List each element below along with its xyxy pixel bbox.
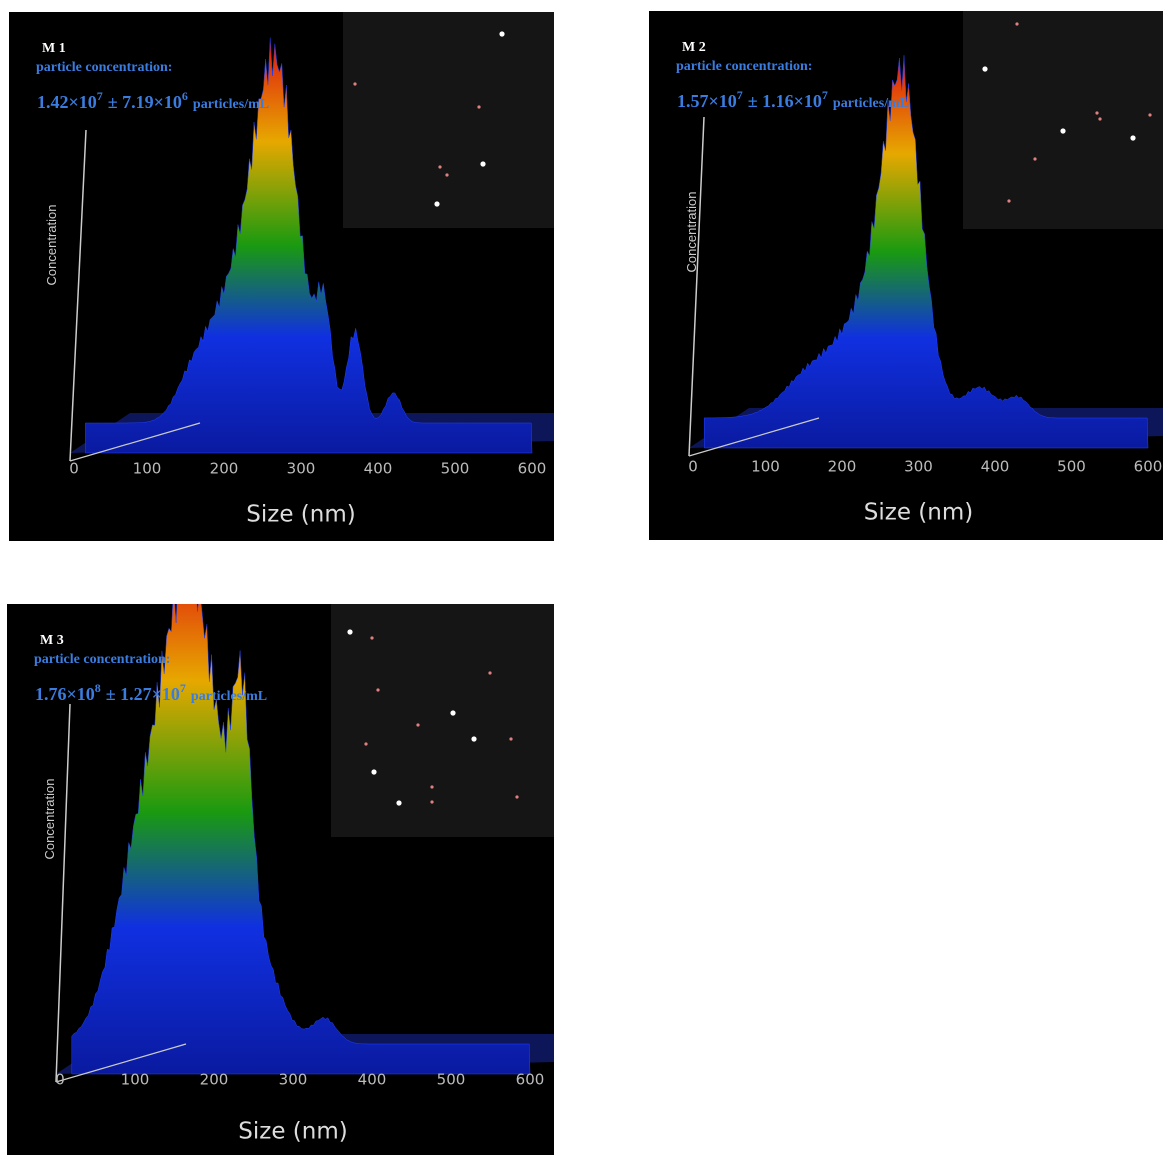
x-axis-label: Size (nm) (246, 502, 355, 528)
x-tick-label: 400 (358, 1071, 387, 1089)
particle (1095, 111, 1098, 114)
x-tick-label: 400 (981, 458, 1010, 476)
x-tick-label: 600 (1134, 458, 1163, 476)
x-tick-label: 500 (441, 460, 470, 478)
particle (1148, 113, 1151, 116)
value-part: 1.76×10 (35, 684, 95, 704)
y-axis-label: Concentration (42, 779, 57, 860)
particle (416, 723, 419, 726)
panel: M 3 particle concentration: 1.76×108 ± 1.27… (7, 604, 554, 1155)
concentration: 1.57×107± 1.16×107particles/mL (677, 88, 909, 111)
exponent: 7 (97, 89, 103, 103)
x-tick-label: 200 (200, 1071, 229, 1089)
panel: M 1 particle concentration: 1.42×107 ± 7.19… (9, 12, 554, 541)
particle (396, 800, 401, 805)
x-tick-label: 300 (287, 460, 316, 478)
x-tick-label: 300 (904, 458, 933, 476)
particle (1098, 117, 1101, 120)
particle (364, 742, 367, 745)
panel-label: M 1 (42, 41, 66, 56)
value-part: particles/mL (833, 96, 909, 111)
particle (434, 201, 439, 206)
value-part: 1.42×10 (37, 92, 97, 112)
nta-plot: M 3 particle concentration: 1.76×108 ± 1.27… (7, 604, 554, 1155)
page: M 1particle concentration:1.42×107± 7.19… (0, 0, 1163, 1155)
particle (376, 688, 379, 691)
x-tick-label: 500 (1057, 458, 1086, 476)
x-axis-label: Size (nm) (864, 500, 973, 526)
particle (347, 629, 352, 634)
particle (488, 671, 491, 674)
particle (499, 31, 504, 36)
heading: particle concentration: (676, 59, 812, 74)
particle (1033, 157, 1036, 160)
y-axis (689, 117, 704, 456)
concentration: 1.76×108 ± 1.27×107 particles/mL (35, 681, 267, 704)
particle (515, 795, 518, 798)
x-tick-label: 600 (518, 460, 547, 478)
particle (509, 737, 512, 740)
x-tick-label: 300 (279, 1071, 308, 1089)
x-tick-label: 200 (210, 460, 239, 478)
exponent: 7 (180, 681, 186, 695)
particle (1130, 135, 1135, 140)
video-inset (343, 12, 554, 228)
x-tick-label: 500 (437, 1071, 466, 1089)
exponent: 7 (737, 88, 743, 102)
particle (477, 105, 480, 108)
exponent: 6 (182, 89, 188, 103)
video-inset (331, 604, 554, 837)
particle (438, 165, 441, 168)
particle (471, 736, 476, 741)
y-axis-label: Concentration (44, 205, 59, 286)
x-tick-label: 0 (688, 458, 698, 476)
heading: particle concentration: (36, 60, 172, 75)
x-tick-label: 600 (516, 1071, 545, 1089)
video-inset (963, 11, 1163, 229)
particle (353, 82, 356, 85)
exponent: 7 (822, 88, 828, 102)
y-axis-label: Concentration (684, 192, 699, 273)
value-part: ± 7.19×10 (108, 92, 182, 112)
x-tick-label: 0 (69, 460, 79, 478)
x-axis-label: Size (nm) (238, 1119, 347, 1145)
x-tick-label: 0 (55, 1071, 65, 1089)
panel-label: M 2 (682, 40, 706, 55)
heading: particle concentration: (34, 652, 170, 667)
particle (450, 710, 455, 715)
x-tick-label: 100 (751, 458, 780, 476)
x-tick-label: 200 (828, 458, 857, 476)
particle (370, 636, 373, 639)
particle (430, 785, 433, 788)
y-axis (56, 704, 70, 1082)
concentration: 1.42×107 ± 7.19×106 particles/mL (37, 89, 269, 112)
nta-plot: M 1 particle concentration: 1.42×107 ± 7.19… (9, 12, 554, 541)
value-part: ± 1.27×10 (106, 684, 180, 704)
value-part: particles/mL (193, 97, 269, 112)
particle (1060, 128, 1065, 133)
x-tick-label: 100 (121, 1071, 150, 1089)
value-part: particles/mL (191, 689, 267, 704)
panel-label: M 3 (40, 633, 64, 648)
value-part: 1.57×10 (677, 91, 737, 111)
particle (1015, 22, 1018, 25)
particle (430, 800, 433, 803)
particle (371, 769, 376, 774)
particle (982, 66, 987, 71)
exponent: 8 (95, 681, 101, 695)
particle (1007, 199, 1010, 202)
x-tick-label: 400 (364, 460, 393, 478)
particle (445, 173, 448, 176)
y-axis (70, 130, 86, 461)
particle (480, 161, 485, 166)
x-tick-label: 100 (133, 460, 162, 478)
value-part: ± 1.16×10 (748, 91, 822, 111)
